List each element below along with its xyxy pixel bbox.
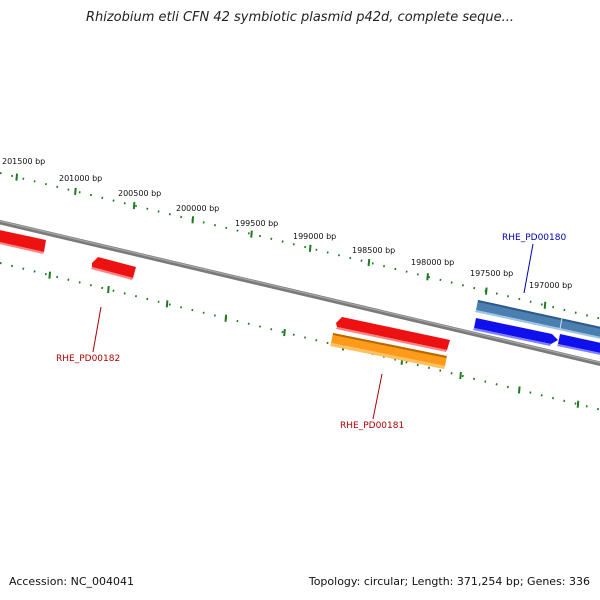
outer-tick-ring xyxy=(0,172,600,320)
major-tick xyxy=(518,386,521,394)
major-tick xyxy=(48,271,51,279)
plasmid-backbone xyxy=(0,219,600,366)
major-tick xyxy=(367,258,371,267)
gene-feature-rhe-pd00182[interactable] xyxy=(91,257,136,280)
coordinate-label: 197000 bp xyxy=(529,281,572,290)
coordinate-label: 200500 bp xyxy=(118,189,161,198)
gene-feature-left-red[interactable] xyxy=(0,229,46,254)
major-tick xyxy=(191,216,195,224)
major-tick xyxy=(426,273,429,281)
topology-length-genes-text: Topology: circular; Length: 371,254 bp; … xyxy=(308,575,590,588)
backbone-highlight xyxy=(0,220,600,364)
coordinate-label: 199500 bp xyxy=(235,219,278,228)
coordinate-label: 198000 bp xyxy=(411,258,454,267)
gene-feature-rhe-pd00181[interactable] xyxy=(330,333,447,369)
coordinate-label: 199000 bp xyxy=(293,232,336,241)
accession-text: Accession: NC_004041 xyxy=(9,575,135,588)
major-tick xyxy=(543,301,547,309)
outer-major-ticks xyxy=(15,173,547,309)
major-tick xyxy=(224,314,228,322)
gene-feature-blue[interactable] xyxy=(473,318,600,357)
major-tick xyxy=(15,173,18,181)
major-tick xyxy=(308,244,312,252)
coordinate-label: 201500 bp xyxy=(2,157,45,166)
major-tick xyxy=(459,371,462,380)
coordinate-label: 201000 bp xyxy=(59,174,102,183)
inner-minor-ticks xyxy=(0,262,600,411)
outer-minor-ticks xyxy=(0,172,600,320)
major-tick xyxy=(485,287,488,295)
label-leader-line xyxy=(523,243,534,294)
inner-tick-ring xyxy=(0,262,600,411)
major-tick xyxy=(74,187,77,195)
gene-feature-rhe-pd00181-red[interactable] xyxy=(336,317,450,352)
major-tick xyxy=(576,400,580,408)
gene-feature-rhe-pd00180[interactable] xyxy=(475,300,600,341)
gene-label-rhe-pd00182[interactable]: RHE_PD00182 xyxy=(56,354,120,364)
major-tick xyxy=(107,285,110,294)
map-title: Rhizobium etli CFN 42 symbiotic plasmid … xyxy=(85,10,515,25)
coordinate-labels: 201500 bp 201000 bp 200500 bp 200000 bp … xyxy=(2,157,572,290)
coordinate-label: 200000 bp xyxy=(176,204,219,213)
gene-label-rhe-pd00180[interactable]: RHE_PD00180 xyxy=(502,233,566,243)
coordinate-label: 197500 bp xyxy=(470,269,513,278)
major-tick xyxy=(165,300,169,308)
label-leader-line xyxy=(372,373,383,420)
label-leader-line xyxy=(92,306,102,353)
coordinate-label: 198500 bp xyxy=(352,246,395,255)
major-tick xyxy=(250,230,253,238)
major-tick xyxy=(283,328,286,337)
major-tick xyxy=(132,202,136,210)
gene-label-rhe-pd00181[interactable]: RHE_PD00181 xyxy=(340,421,404,431)
